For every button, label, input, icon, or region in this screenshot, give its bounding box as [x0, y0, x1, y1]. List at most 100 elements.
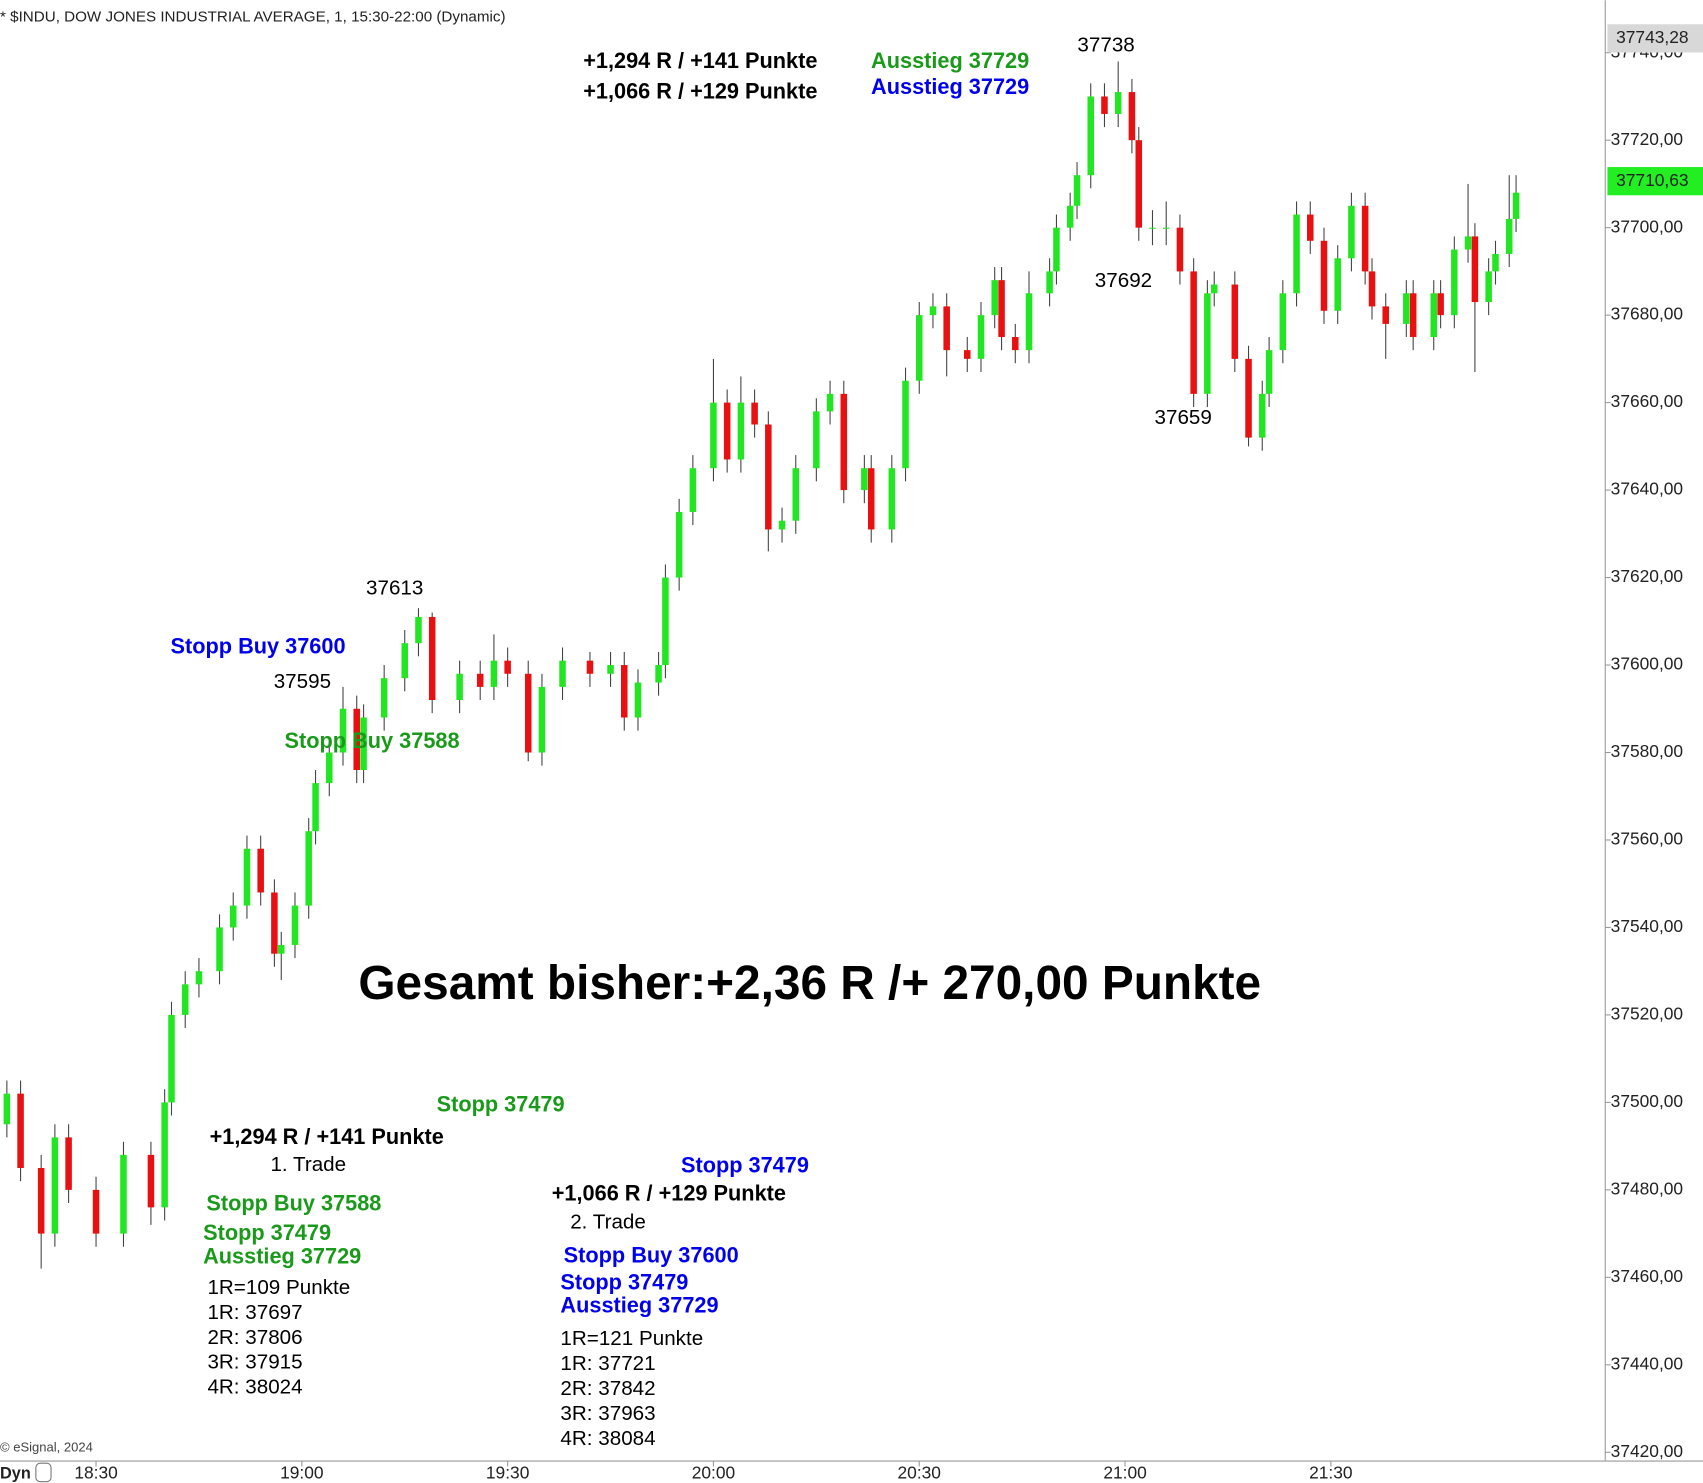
candle [181, 971, 189, 1029]
candle [586, 651, 594, 687]
annotation: +1,294 R / +141 Punkte [583, 48, 817, 73]
y-tick-label: 37640,00 [1611, 479, 1683, 499]
candle [92, 1176, 100, 1247]
candle-body [1204, 293, 1211, 394]
candle-body [1025, 293, 1033, 351]
candle [675, 498, 683, 591]
price-marker-label: 37710,63 [1616, 170, 1688, 190]
candle-body [1403, 293, 1410, 324]
candle [17, 1080, 24, 1182]
candle [1210, 271, 1218, 307]
candle [1258, 380, 1266, 451]
y-tick-label: 37540,00 [1611, 916, 1683, 936]
candle-body [1073, 175, 1081, 206]
candle-body [360, 717, 367, 771]
candle [977, 302, 985, 372]
candle [1204, 280, 1211, 407]
x-tick-label: 20:00 [692, 1463, 735, 1483]
candle [1128, 78, 1136, 154]
candle [291, 892, 299, 959]
candle [415, 608, 422, 657]
y-tick-label: 37600,00 [1611, 654, 1683, 674]
y-tick-label: 37660,00 [1611, 391, 1683, 411]
candle-body [634, 682, 642, 718]
candle [888, 455, 896, 543]
candle [1451, 236, 1458, 329]
candle-body [1307, 214, 1314, 241]
candle-body [1245, 358, 1252, 438]
mode-label: Dyn [0, 1464, 31, 1482]
y-tick-label: 37420,00 [1611, 1441, 1683, 1461]
annotation: 2R: 37806 [207, 1326, 302, 1349]
x-tick-label: 20:30 [898, 1463, 941, 1483]
annotation: Ausstieg 37729 [871, 48, 1029, 73]
price-marker-label: 37743,28 [1616, 27, 1688, 47]
candle-body [710, 402, 717, 469]
candle [765, 411, 772, 552]
candle-body [1265, 350, 1273, 394]
annotation: +1,066 R / +129 Punkte [552, 1181, 786, 1206]
y-tick-label: 37580,00 [1611, 741, 1683, 761]
annotation: 37595 [274, 670, 331, 693]
candle-body [778, 520, 786, 530]
candle [195, 958, 203, 998]
annotation: 4R: 38084 [560, 1427, 655, 1450]
candle [813, 398, 820, 482]
candle [1231, 271, 1239, 372]
candle [778, 507, 786, 543]
candle [1073, 162, 1081, 219]
candle [1101, 83, 1108, 128]
candle-body [278, 944, 285, 954]
candle-body [621, 665, 628, 718]
candle-body [723, 402, 731, 460]
candle [353, 695, 360, 784]
annotation: Stopp 37479 [203, 1220, 331, 1245]
annotation: Stopp Buy 37588 [285, 728, 460, 753]
candle-body [689, 468, 697, 512]
candle-body [964, 350, 971, 359]
candle [1279, 280, 1287, 364]
candle [339, 686, 347, 766]
candle [1162, 201, 1170, 246]
candle-body [1258, 393, 1266, 438]
candle [710, 358, 717, 482]
candle-body [559, 660, 566, 687]
candle [751, 389, 758, 438]
footer: © eSignal, 2024 [0, 1439, 93, 1454]
candle [490, 634, 498, 701]
y-tick-label: 37560,00 [1611, 829, 1683, 849]
annotation: Stopp 37479 [681, 1152, 809, 1177]
candle [737, 376, 745, 473]
candle-body [813, 411, 820, 469]
candle-body [476, 673, 484, 687]
candle [998, 267, 1005, 351]
candle [216, 914, 223, 985]
candle [929, 293, 937, 329]
candle-body [915, 315, 923, 381]
candle [1066, 192, 1074, 241]
candle-body [751, 402, 758, 425]
y-tick-label: 37500,00 [1611, 1091, 1683, 1111]
candle-body [65, 1137, 72, 1190]
candle [51, 1124, 59, 1247]
candle [1245, 345, 1252, 447]
y-tick-label: 37460,00 [1611, 1266, 1683, 1286]
candle [943, 293, 950, 377]
candle [792, 455, 800, 534]
candle [538, 673, 546, 766]
candle-body [353, 708, 360, 771]
annotation: 1R=121 Punkte [560, 1327, 703, 1350]
candle-body [339, 708, 347, 753]
candle [456, 660, 463, 714]
candle [1492, 240, 1499, 285]
candle [476, 660, 484, 701]
candle-body [1012, 337, 1019, 351]
candle-body [271, 892, 278, 954]
candle [1409, 280, 1417, 351]
annotation: 2. Trade [570, 1211, 646, 1234]
candle [65, 1124, 72, 1203]
y-tick-label: 37520,00 [1611, 1004, 1683, 1024]
candle [1505, 175, 1513, 268]
candle-body [257, 848, 264, 893]
